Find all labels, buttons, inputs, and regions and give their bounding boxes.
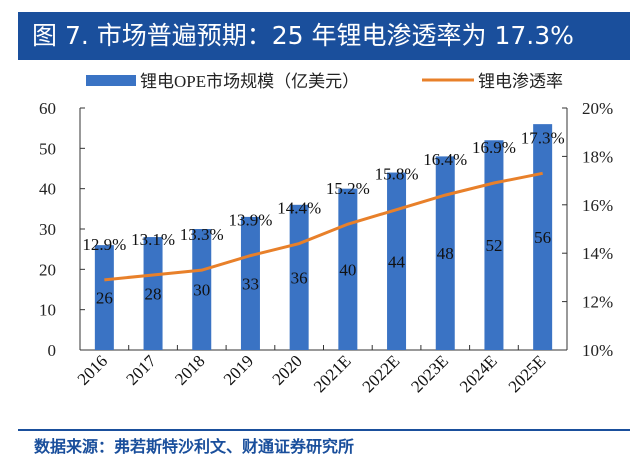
y-right-tick-label: 18%	[582, 147, 613, 166]
bar-value-label: 56	[534, 228, 551, 247]
line-value-label: 13.9%	[228, 211, 272, 230]
bar-value-label: 40	[339, 260, 356, 279]
x-tick-label: 2016	[74, 351, 111, 388]
bar-value-label: 48	[437, 244, 454, 263]
chart: 锂电OPE市场规模（亿美元） 锂电渗透率 0 10 20 30 40 50 60 10% 12% 14…	[39, 72, 613, 396]
y-left-tick-label: 20	[39, 260, 56, 279]
x-tick-label: 2020	[269, 351, 306, 388]
bar-value-label: 36	[291, 268, 308, 287]
legend-line-label: 锂电渗透率	[478, 72, 563, 91]
bar	[143, 237, 163, 350]
bar-value-label: 44	[388, 252, 406, 271]
y-left-tick-label: 50	[39, 139, 56, 158]
bar-value-label: 52	[485, 236, 502, 255]
y-right-tick-label: 20%	[582, 99, 613, 118]
y-left-tick-label: 0	[48, 341, 57, 360]
y-right-tick-label: 16%	[582, 196, 613, 215]
bar	[435, 156, 455, 350]
bar-value-label: 26	[96, 289, 113, 308]
bar	[387, 172, 407, 350]
bar	[192, 229, 212, 350]
bar	[533, 124, 553, 350]
bar-value-label: 33	[242, 274, 259, 293]
y-right-tick-label: 12%	[582, 293, 613, 312]
line-value-label: 14.4%	[277, 199, 321, 218]
bar-value-label: 30	[193, 281, 210, 300]
x-tick-label: 2019	[220, 351, 257, 388]
bar	[94, 245, 114, 350]
bar	[484, 140, 504, 350]
y-left-tick-label: 60	[39, 99, 56, 118]
source-divider	[18, 429, 630, 431]
x-tick-label: 2021E	[310, 351, 355, 396]
legend-bar-label: 锂电OPE市场规模（亿美元）	[140, 72, 359, 91]
x-tick-label: 2023E	[407, 351, 452, 396]
x-tick-label: 2017	[122, 351, 160, 389]
y-left-tick-label: 10	[39, 301, 56, 320]
bar	[338, 188, 358, 350]
y-left-tick-label: 30	[39, 220, 56, 239]
penetration-line	[104, 171, 543, 282]
legend-bar-swatch	[86, 75, 136, 86]
y-right-tick-label: 10%	[582, 341, 613, 360]
x-tick-label: 2024E	[456, 351, 501, 396]
chart-title: 图 7. 市场普遍预期：25 年锂电渗透率为 17.3%	[18, 12, 630, 60]
line-value-label: 16.4%	[423, 150, 467, 169]
y-left-tick-label: 40	[39, 180, 56, 199]
x-tick-label: 2025E	[505, 351, 550, 396]
source-note: 数据来源：弗若斯特沙利文、财通证券研究所	[34, 437, 355, 456]
x-tick-label: 2022E	[359, 351, 404, 396]
line-value-label: 12.9%	[82, 235, 126, 254]
y-right-tick-label: 14%	[582, 244, 613, 263]
bar-value-label: 28	[145, 285, 162, 304]
x-tick-label: 2018	[171, 351, 208, 388]
line-value-label: 17.3%	[521, 128, 565, 147]
line-value-label: 13.3%	[180, 225, 224, 244]
line-value-label: 16.9%	[472, 138, 516, 157]
line-value-label: 15.2%	[326, 179, 370, 198]
line-value-label: 15.8%	[375, 165, 419, 184]
line-value-label: 13.1%	[131, 230, 175, 249]
bar	[240, 216, 260, 350]
